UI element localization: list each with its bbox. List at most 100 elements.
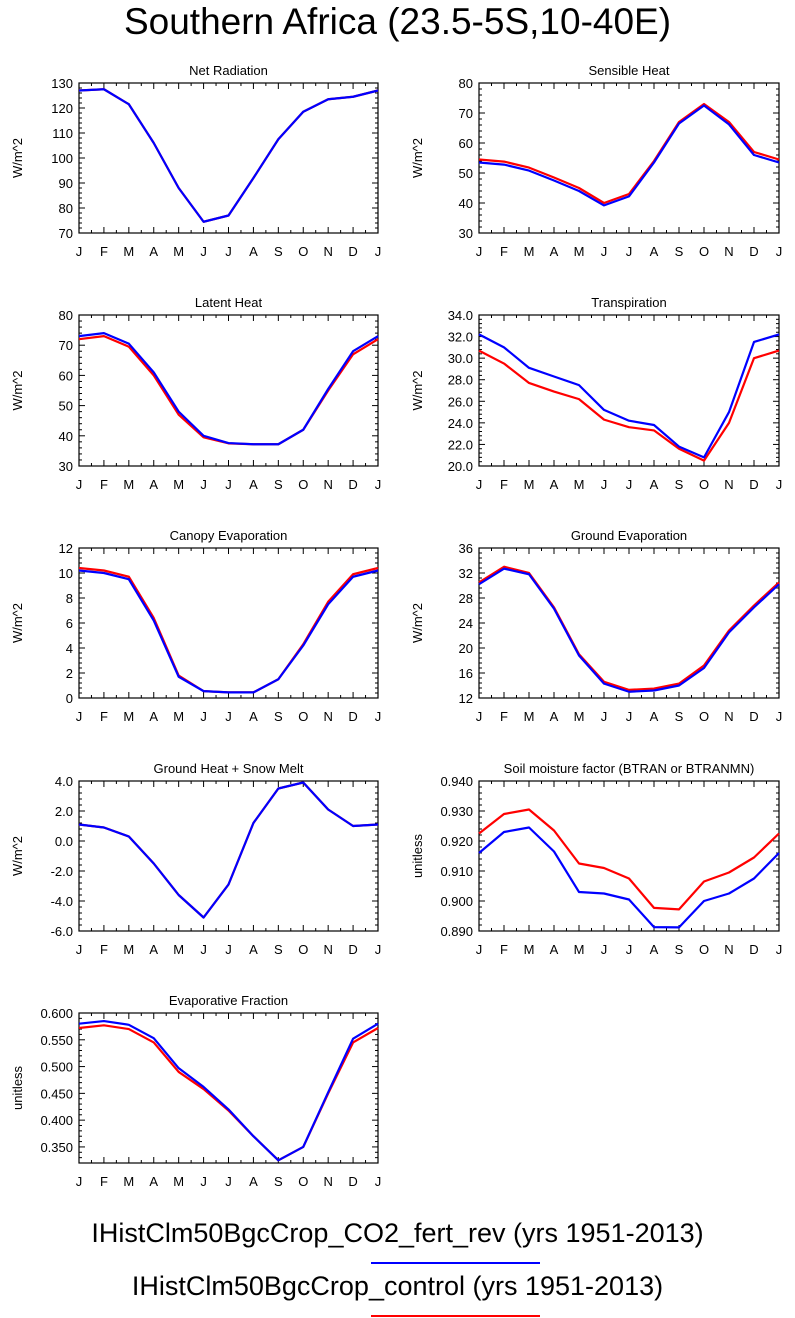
y-axis-label: unitless	[10, 1065, 25, 1110]
plot-frame	[478, 547, 780, 699]
y-tick-label: 80	[459, 76, 473, 91]
x-tick-label: J	[375, 709, 382, 724]
y-tick-label: 4	[66, 641, 73, 656]
series-line	[78, 88, 379, 223]
y-tick-label: 70	[59, 338, 73, 353]
y-tick-label: 28	[459, 591, 473, 606]
x-tick-label: A	[149, 709, 158, 724]
y-tick-label: 30	[459, 226, 473, 241]
y-tick-label: 2.0	[55, 804, 73, 819]
y-tick-label: 4.0	[55, 774, 73, 789]
y-tick-label: 0.550	[40, 1033, 73, 1048]
x-tick-label: A	[249, 244, 258, 259]
x-tick-label: N	[323, 477, 332, 492]
x-tick-label: J	[375, 1174, 382, 1189]
x-tick-label: M	[123, 1174, 134, 1189]
y-tick-label: 32	[459, 566, 473, 581]
y-tick-label: 70	[59, 226, 73, 241]
x-tick-label: S	[675, 709, 684, 724]
x-tick-label: J	[601, 942, 608, 957]
x-tick-label: F	[100, 1174, 108, 1189]
series-line	[478, 826, 780, 929]
x-tick-label: A	[650, 477, 659, 492]
x-tick-label: M	[574, 709, 585, 724]
y-tick-label: 70	[459, 106, 473, 121]
y-tick-label: 16	[459, 666, 473, 681]
x-tick-label: D	[348, 709, 357, 724]
x-tick-label: N	[724, 709, 733, 724]
y-tick-label: 0.350	[40, 1140, 73, 1155]
y-tick-label: 0.500	[40, 1060, 73, 1075]
y-tick-label: 60	[59, 368, 73, 383]
y-tick-label: 26.0	[448, 394, 473, 409]
y-tick-label: 24	[459, 616, 473, 631]
x-tick-label: J	[76, 709, 83, 724]
chart-panel: Ground Evaporation W/m^2 12 16 20 24 28 32 36 J F M…	[410, 528, 782, 724]
x-tick-label: J	[601, 477, 608, 492]
plot-frame	[478, 314, 780, 467]
x-tick-label: M	[123, 477, 134, 492]
x-tick-label: O	[699, 244, 709, 259]
x-tick-label: N	[323, 709, 332, 724]
series-line	[78, 566, 379, 694]
x-tick-label: M	[524, 244, 535, 259]
x-tick-label: A	[650, 244, 659, 259]
x-tick-label: J	[76, 1174, 83, 1189]
series-line	[478, 567, 780, 693]
x-tick-label: M	[173, 1174, 184, 1189]
x-tick-label: S	[675, 244, 684, 259]
y-tick-label: 20.0	[448, 459, 473, 474]
x-tick-label: S	[274, 477, 283, 492]
x-tick-label: M	[524, 942, 535, 957]
panel-title: Evaporative Fraction	[169, 993, 288, 1008]
y-tick-label: 0.400	[40, 1113, 73, 1128]
x-tick-label: A	[249, 1174, 258, 1189]
x-tick-label: F	[100, 477, 108, 492]
y-tick-label: 6	[66, 616, 73, 631]
y-tick-label: 100	[51, 151, 73, 166]
y-tick-label: 28.0	[448, 373, 473, 388]
x-tick-label: A	[249, 477, 258, 492]
y-axis-label: unitless	[410, 833, 425, 878]
panel-title: Ground Evaporation	[571, 528, 687, 543]
y-tick-label: 12	[59, 541, 73, 556]
x-tick-label: J	[626, 477, 633, 492]
x-tick-label: N	[323, 244, 332, 259]
x-tick-label: M	[173, 477, 184, 492]
y-tick-label: 0.890	[440, 924, 473, 939]
y-axis-label: W/m^2	[10, 603, 25, 643]
x-tick-label: M	[524, 477, 535, 492]
x-tick-label: D	[348, 477, 357, 492]
x-tick-label: A	[650, 942, 659, 957]
y-tick-label: 50	[459, 166, 473, 181]
x-tick-label: O	[699, 477, 709, 492]
legend-entry-label: IHistClm50BgcCrop_control (yrs 1951-2013…	[131, 1271, 664, 1301]
page-title: Southern Africa (23.5-5S,10-40E)	[123, 1, 672, 42]
x-tick-label: A	[550, 244, 559, 259]
panel-title: Soil moisture factor (BTRAN or BTRANMN)	[504, 761, 755, 776]
y-tick-label: 110	[52, 126, 73, 141]
panel-title: Latent Heat	[195, 295, 263, 310]
panel-title: Net Radiation	[189, 63, 268, 78]
x-tick-label: J	[776, 942, 783, 957]
series-line	[78, 1024, 379, 1162]
y-tick-label: 22.0	[448, 437, 473, 452]
plot-frame	[478, 82, 780, 234]
x-tick-label: A	[249, 709, 258, 724]
x-tick-label: J	[200, 1174, 207, 1189]
y-tick-label: 12	[459, 691, 473, 706]
chart-panel: Evaporative Fraction unitless 0.350 0.400 0.…	[10, 993, 381, 1189]
x-tick-label: N	[323, 1174, 332, 1189]
y-tick-label: 2	[66, 666, 73, 681]
x-tick-label: M	[123, 244, 134, 259]
x-tick-label: A	[550, 709, 559, 724]
x-tick-label: D	[348, 942, 357, 957]
y-tick-label: 0.940	[440, 774, 473, 789]
x-tick-label: J	[776, 244, 783, 259]
x-tick-label: O	[298, 1174, 308, 1189]
x-tick-label: N	[323, 942, 332, 957]
x-tick-label: J	[476, 244, 483, 259]
